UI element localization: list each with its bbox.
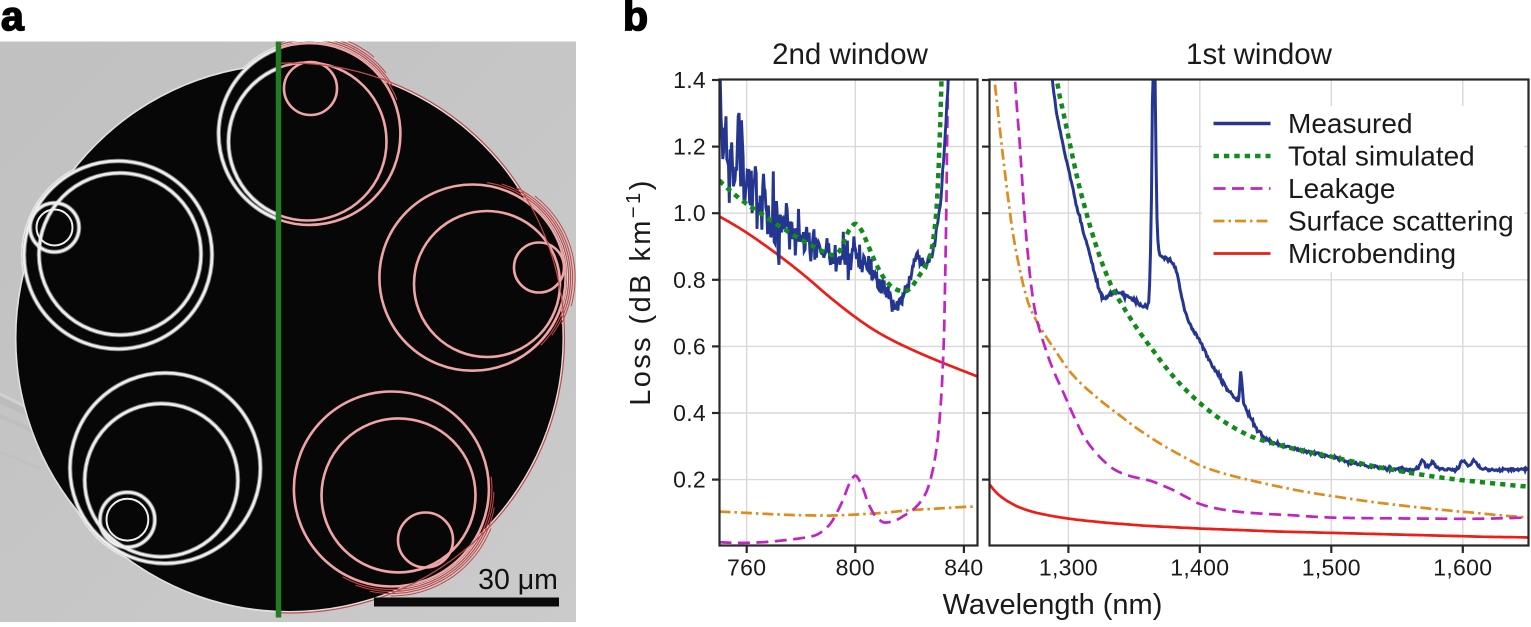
svg-text:1.0: 1.0: [673, 200, 706, 226]
svg-text:30 μm: 30 μm: [478, 564, 558, 596]
svg-text:1.2: 1.2: [673, 134, 706, 160]
svg-text:1,300: 1,300: [1039, 555, 1098, 581]
svg-text:1,600: 1,600: [1433, 555, 1492, 581]
svg-text:Surface scattering: Surface scattering: [1288, 206, 1514, 237]
svg-text:0.2: 0.2: [673, 467, 706, 493]
svg-text:0.4: 0.4: [673, 400, 706, 426]
svg-text:2nd window: 2nd window: [772, 38, 928, 71]
svg-text:Total simulated: Total simulated: [1288, 141, 1475, 172]
svg-text:760: 760: [727, 555, 766, 581]
svg-text:840: 840: [944, 555, 983, 581]
svg-text:800: 800: [836, 555, 875, 581]
svg-text:1,400: 1,400: [1170, 555, 1229, 581]
svg-text:0.8: 0.8: [673, 267, 706, 293]
svg-text:1st window: 1st window: [1186, 38, 1333, 71]
svg-text:Leakage: Leakage: [1288, 173, 1395, 204]
svg-text:1.4: 1.4: [673, 67, 706, 93]
svg-text:0.6: 0.6: [673, 333, 706, 359]
svg-text:Wavelength (nm): Wavelength (nm): [943, 589, 1163, 621]
svg-text:Measured: Measured: [1288, 108, 1413, 139]
svg-text:Microbending: Microbending: [1288, 238, 1456, 269]
svg-text:b: b: [623, 0, 648, 39]
svg-text:a: a: [1, 0, 25, 39]
svg-text:1,500: 1,500: [1302, 555, 1361, 581]
